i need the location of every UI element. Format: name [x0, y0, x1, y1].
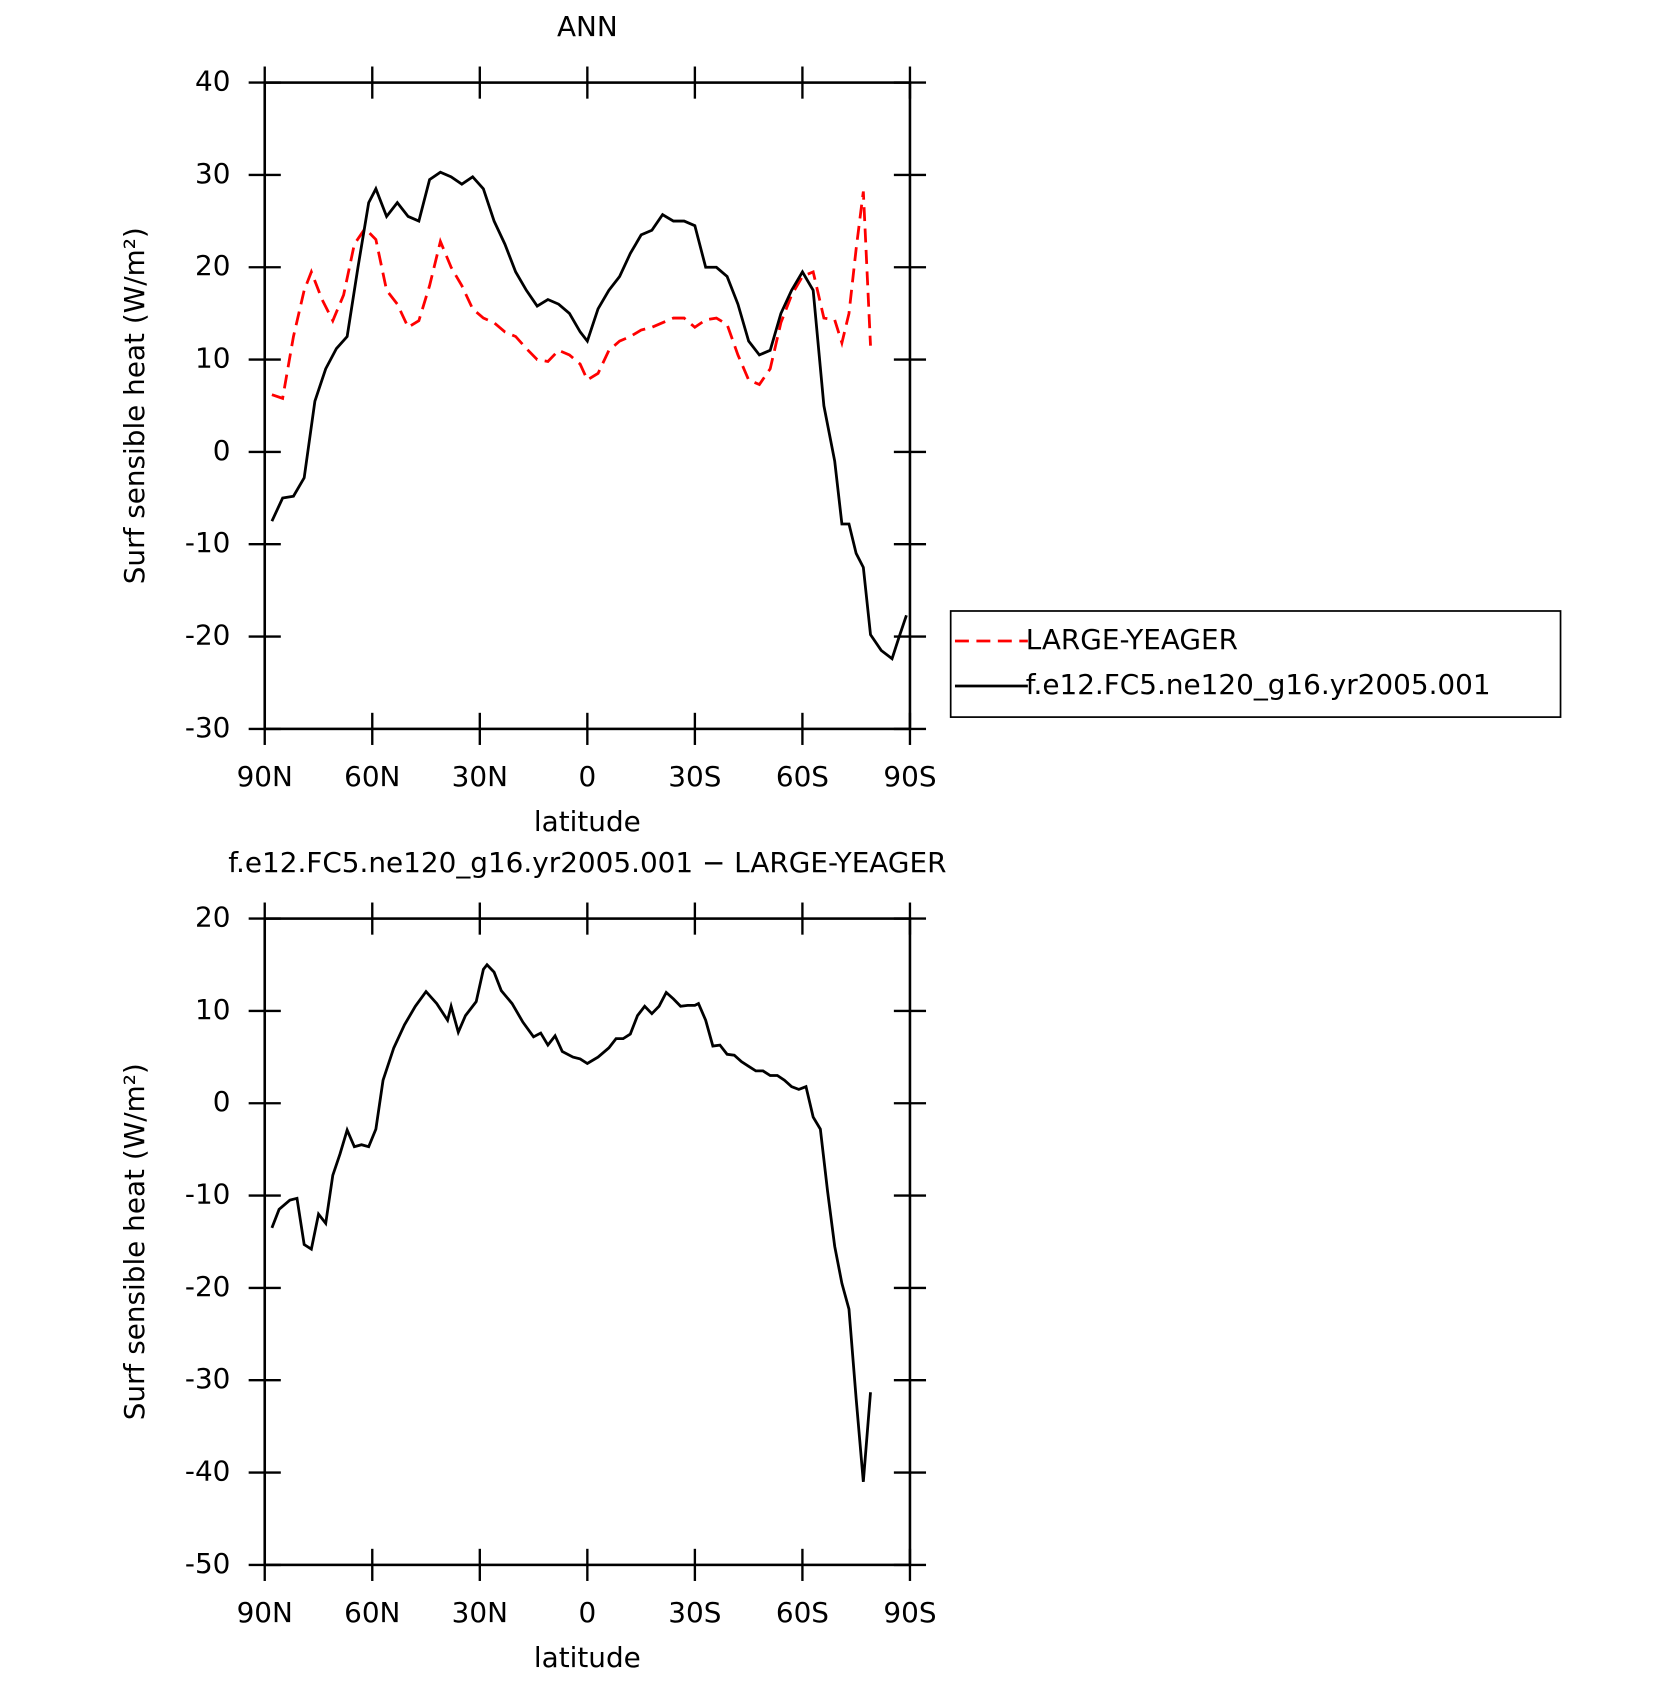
y-tick-label: -40: [185, 1455, 231, 1488]
x-tick-label: 90S: [883, 760, 936, 793]
y-tick-label: 40: [195, 65, 230, 98]
y-tick-label: -30: [185, 1362, 231, 1395]
y-tick-label: 10: [195, 342, 230, 375]
y-axis-label: Surf sensible heat (W/m²): [118, 1063, 151, 1420]
data-line: [270, 962, 872, 1482]
x-tick-label: 0: [578, 760, 596, 793]
y-tick-label: -10: [185, 526, 231, 559]
x-tick-label: 30N: [452, 760, 508, 793]
y-tick-label: -50: [185, 1547, 231, 1580]
x-axis-label: latitude: [534, 1641, 641, 1674]
legend-box: [949, 610, 1562, 718]
legend-label: LARGE-YEAGER: [1026, 623, 1238, 656]
x-tick-label: 90N: [237, 760, 293, 793]
x-axis-label: latitude: [534, 805, 641, 838]
x-tick-label: 60S: [776, 760, 829, 793]
y-tick-label: 20: [195, 901, 230, 934]
data-line: [270, 170, 908, 661]
y-tick-label: 0: [213, 434, 231, 467]
chart-title: ANN: [557, 10, 618, 43]
x-tick-label: 30S: [668, 1596, 721, 1629]
x-tick-label: 90S: [883, 1596, 936, 1629]
legend-label: f.e12.FC5.ne120_g16.yr2005.001: [1026, 668, 1491, 701]
y-tick-label: -10: [185, 1178, 231, 1211]
y-tick-label: 30: [195, 157, 230, 190]
y-tick-label: -30: [185, 711, 231, 744]
y-tick-label: 10: [195, 993, 230, 1026]
x-tick-label: 30N: [452, 1596, 508, 1629]
x-tick-label: 0: [578, 1596, 596, 1629]
plot-frame: [263, 917, 912, 1567]
y-tick-label: -20: [185, 1270, 231, 1303]
y-tick-label: 20: [195, 249, 230, 282]
x-tick-label: 60S: [776, 1596, 829, 1629]
x-tick-label: 30S: [668, 760, 721, 793]
chart-title: f.e12.FC5.ne120_g16.yr2005.001 − LARGE-Y…: [228, 846, 946, 879]
x-tick-label: 60N: [344, 760, 400, 793]
y-axis-label: Surf sensible heat (W/m²): [118, 227, 151, 584]
x-tick-label: 60N: [344, 1596, 400, 1629]
x-tick-label: 90N: [237, 1596, 293, 1629]
y-tick-label: 0: [213, 1085, 231, 1118]
data-line: [271, 191, 872, 401]
y-tick-label: -20: [185, 619, 231, 652]
plot-frame: [263, 81, 912, 731]
